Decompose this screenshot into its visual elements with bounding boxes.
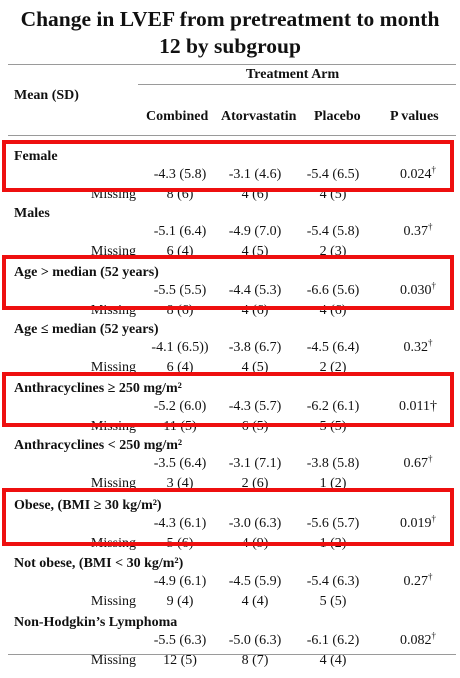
dagger-mark: † (428, 571, 433, 582)
p-value-cell: 0.011† (378, 398, 458, 415)
dagger-mark: † (431, 280, 437, 291)
subheader-rule (138, 84, 456, 85)
subgroup-label: Non-Hodgkin’s Lymphoma (14, 615, 178, 630)
mean-sd-label: Mean (SD) (14, 88, 79, 103)
missing-label: Missing (90, 594, 136, 609)
value-cell: -3.1 (7.1) (228, 456, 282, 471)
value-cell: -3.5 (6.4) (153, 456, 207, 471)
p-value: 0.082 (400, 633, 432, 648)
missing-label: Missing (90, 653, 136, 668)
header-bottom-rule (8, 135, 456, 136)
table-title: Change in LVEF from pretreatment to mont… (0, 6, 460, 60)
value-cell: -3.8 (5.8) (306, 456, 360, 471)
column-header-p-values: P values (390, 109, 439, 124)
missing-cell: 6 (4) (166, 360, 194, 375)
value-cell: -3.0 (6.3) (228, 516, 282, 531)
value-cell: -5.0 (6.3) (228, 633, 282, 648)
p-value-cell: 0.67† (378, 453, 458, 472)
top-rule (8, 64, 456, 65)
highlight-box-obese (2, 488, 454, 546)
p-value: 0.67 (403, 456, 429, 471)
subgroup-label: Female (14, 149, 58, 164)
value-cell: -5.4 (5.8) (306, 224, 360, 239)
value-cell: -4.9 (6.1) (153, 574, 207, 589)
p-value: 0.024 (400, 167, 432, 182)
missing-cell: 3 (4) (166, 476, 194, 491)
subgroup-label: Age ≤ median (52 years) (14, 322, 159, 337)
value-cell: -4.1 (6.5)) (151, 340, 209, 355)
missing-cell: 2 (6) (241, 476, 269, 491)
p-value: 0.019 (400, 516, 432, 531)
dagger-mark: † (428, 221, 433, 232)
dagger-mark: † (428, 337, 433, 348)
p-value: 0.27 (403, 574, 429, 589)
p-value-cell: 0.082† (378, 630, 458, 649)
subgroup-label: Age > median (52 years) (14, 265, 159, 280)
p-value: 0.32 (403, 340, 429, 355)
column-header-placebo: Placebo (314, 109, 361, 124)
subgroup-label: Obese, (BMI ≥ 30 kg/m²) (14, 498, 162, 513)
value-cell: -4.5 (6.4) (306, 340, 360, 355)
value-cell: -4.9 (7.0) (228, 224, 282, 239)
value-cell: -3.1 (4.6) (228, 167, 282, 182)
value-cell: -4.4 (5.3) (228, 283, 282, 298)
missing-label: Missing (90, 476, 136, 491)
dagger-mark: † (428, 453, 433, 464)
p-value: 0.011† (399, 399, 437, 414)
missing-cell: 4 (4) (319, 653, 347, 668)
column-header-atorvastatin: Atorvastatin (221, 109, 297, 124)
value-cell: -5.5 (5.5) (153, 283, 207, 298)
p-value-cell: 0.030† (378, 280, 458, 299)
value-cell: -3.8 (6.7) (228, 340, 282, 355)
missing-cell: 5 (5) (319, 594, 347, 609)
value-cell: -5.4 (6.5) (306, 167, 360, 182)
value-cell: -6.2 (6.1) (306, 399, 360, 414)
missing-cell: 8 (7) (241, 653, 269, 668)
value-cell: -4.3 (5.7) (228, 399, 282, 414)
p-value-cell: 0.27† (378, 571, 458, 590)
missing-cell: 9 (4) (166, 594, 194, 609)
column-header-combined: Combined (146, 109, 209, 124)
value-cell: -5.5 (6.3) (153, 633, 207, 648)
missing-cell: 1 (2) (319, 476, 347, 491)
subgroup-label: Not obese, (BMI < 30 kg/m²) (14, 556, 184, 571)
bottom-rule (8, 654, 456, 655)
highlight-box-female (2, 140, 454, 192)
value-cell: -5.4 (6.3) (306, 574, 360, 589)
subgroup-label: Anthracyclines < 250 mg/m² (14, 438, 183, 453)
missing-cell: 4 (4) (241, 594, 269, 609)
value-cell: -4.5 (5.9) (228, 574, 282, 589)
p-value-cell: 0.024† (378, 164, 458, 183)
missing-cell: 12 (5) (163, 653, 197, 668)
p-value: 0.030 (400, 283, 432, 298)
value-cell: -4.3 (6.1) (153, 516, 207, 531)
title-line-1: Change in LVEF from pretreatment to mont… (20, 7, 440, 31)
p-value-cell: 0.019† (378, 513, 458, 532)
value-cell: -5.6 (5.7) (306, 516, 360, 531)
value-cell: -5.2 (6.0) (153, 399, 207, 414)
dagger-mark: † (431, 513, 437, 524)
title-line-2: 12 by subgroup (159, 34, 301, 58)
p-value-cell: 0.32† (378, 337, 458, 356)
missing-label: Missing (90, 360, 136, 375)
subgroup-label: Males (14, 206, 50, 221)
p-value-cell: 0.37† (378, 221, 458, 240)
value-cell: -6.1 (6.2) (306, 633, 360, 648)
dagger-mark: † (431, 630, 437, 641)
dagger-mark: † (431, 164, 437, 175)
highlight-box-anthracyclines-high (2, 372, 454, 427)
subgroup-label: Anthracyclines ≥ 250 mg/m² (14, 381, 182, 396)
value-cell: -4.3 (5.8) (153, 167, 207, 182)
p-value: 0.37 (403, 224, 429, 239)
missing-cell: 2 (2) (319, 360, 347, 375)
value-cell: -5.1 (6.4) (153, 224, 207, 239)
missing-cell: 4 (5) (241, 360, 269, 375)
value-cell: -6.6 (5.6) (306, 283, 360, 298)
highlight-box-age-above-median (2, 255, 454, 310)
treatment-arm-header: Treatment Arm (246, 67, 340, 82)
